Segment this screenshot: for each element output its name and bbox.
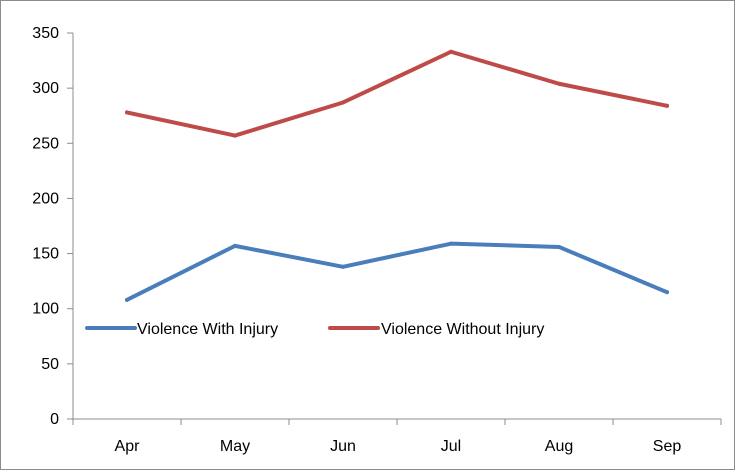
x-tick-label: Sep [653, 438, 682, 455]
data-point [449, 49, 453, 54]
data-point [125, 297, 129, 302]
y-tick-label: 350 [32, 25, 59, 42]
x-tick-labels: Apr May Jun Jul Aug Sep [115, 438, 682, 455]
legend-label: Violence Without Injury [381, 321, 544, 338]
y-tick-label: 150 [32, 246, 59, 263]
data-point [233, 243, 237, 248]
x-tick-label: May [220, 438, 250, 455]
y-tick-label: 0 [50, 411, 59, 428]
x-tick-label: Aug [545, 438, 573, 455]
legend: Violence With Injury Violence Without Inj… [85, 321, 544, 338]
data-point [557, 81, 561, 86]
x-tick-label: Jul [441, 438, 461, 455]
y-tick-label: 300 [32, 80, 59, 97]
series-line-1 [125, 49, 669, 138]
y-tick-label: 50 [41, 356, 59, 373]
y-tick-labels: 0 50 100 150 200 250 300 350 [32, 25, 59, 428]
y-tick-label: 200 [32, 190, 59, 207]
data-point [341, 100, 345, 105]
y-tick-label: 100 [32, 301, 59, 318]
data-point [125, 110, 129, 115]
x-tick-label: Jun [330, 438, 356, 455]
x-tick-label: Apr [115, 438, 141, 455]
legend-label: Violence With Injury [137, 321, 278, 338]
data-point [341, 264, 345, 269]
axes [67, 32, 722, 425]
data-point [557, 244, 561, 249]
series-line-0 [125, 241, 669, 302]
data-point [665, 103, 669, 108]
data-point [449, 241, 453, 246]
series-lines [125, 49, 669, 302]
data-point [233, 133, 237, 138]
y-tick-label: 250 [32, 135, 59, 152]
data-point [665, 290, 669, 295]
